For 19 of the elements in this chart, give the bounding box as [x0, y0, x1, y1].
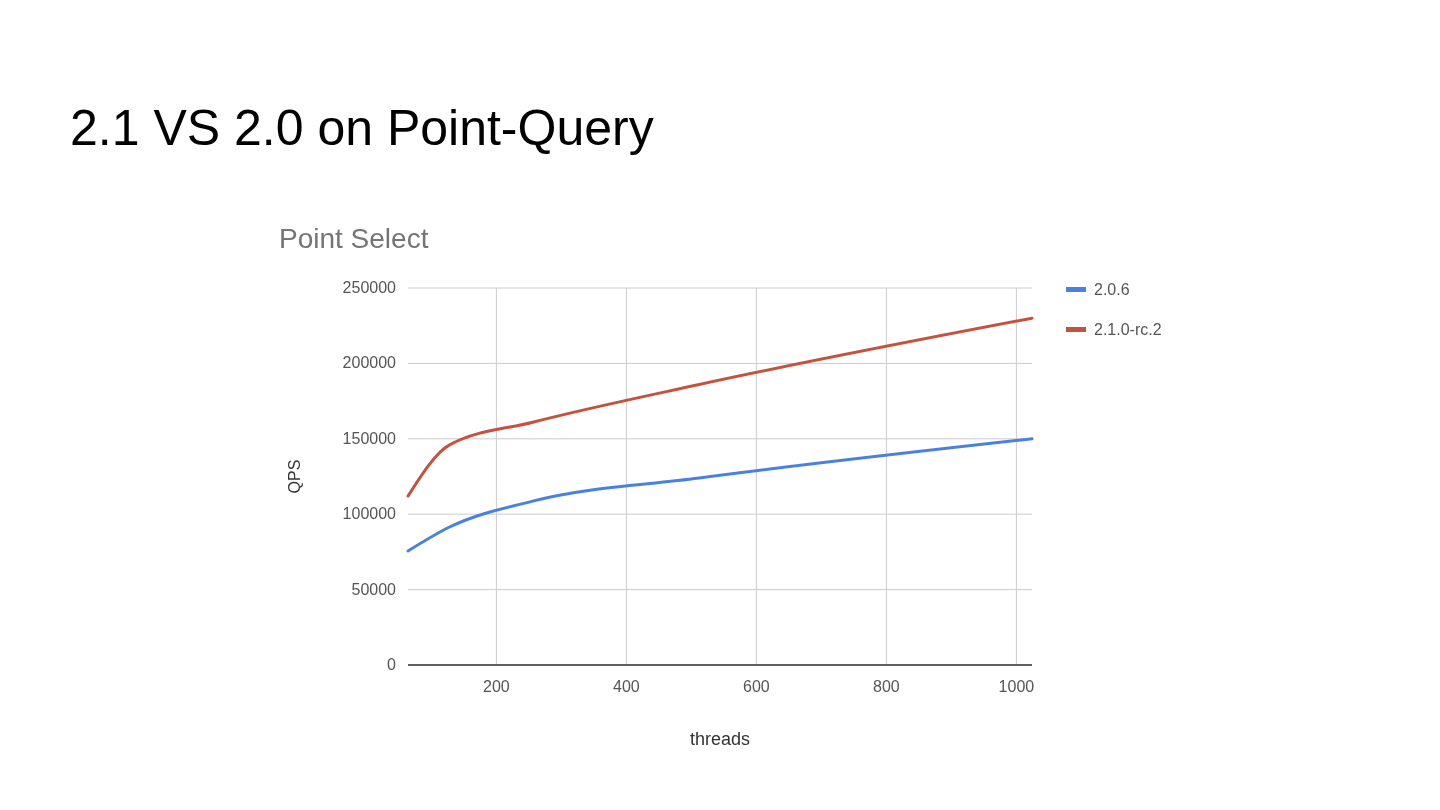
- y-tick-label: 150000: [342, 429, 397, 447]
- x-tick-label: 400: [613, 678, 640, 695]
- chart-subtitle: Point Select: [279, 223, 429, 254]
- y-tick-label: 100000: [342, 505, 397, 523]
- chart-title: 2.1 VS 2.0 on Point-Query: [70, 100, 654, 156]
- line-series: [406, 316, 1034, 498]
- y-tick-label: 250000: [342, 279, 397, 296]
- line-series: [406, 437, 1034, 553]
- x-tick-label: 1000: [998, 678, 1035, 695]
- x-axis-title: threads: [689, 729, 751, 749]
- legend-label: 2.0.6: [1094, 281, 1130, 298]
- x-tick-label: 800: [873, 678, 900, 695]
- legend-label: 2.1.0-rc.2: [1094, 321, 1162, 338]
- y-axis-title: QPS: [286, 459, 303, 494]
- y-tick-label: 0: [387, 656, 397, 673]
- y-tick-label: 200000: [342, 354, 397, 372]
- x-tick-label: 200: [483, 678, 510, 695]
- x-tick-label: 600: [743, 678, 770, 695]
- y-tick-label: 50000: [351, 580, 397, 598]
